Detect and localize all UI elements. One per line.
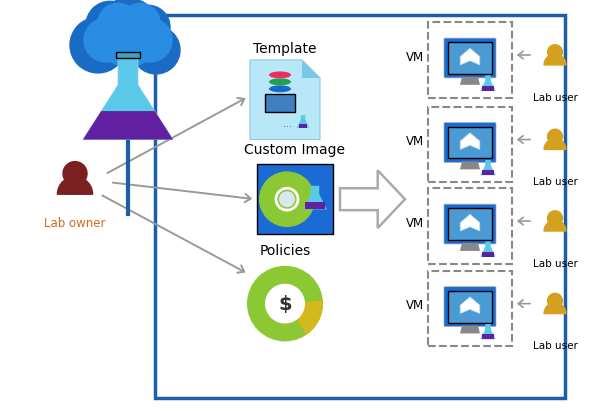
Polygon shape xyxy=(302,61,320,79)
Text: VM: VM xyxy=(406,216,424,229)
Circle shape xyxy=(63,162,87,186)
Polygon shape xyxy=(305,202,325,210)
Polygon shape xyxy=(482,171,494,176)
Circle shape xyxy=(84,19,128,63)
Text: VM: VM xyxy=(406,50,424,63)
Text: Lab user: Lab user xyxy=(533,258,577,268)
Circle shape xyxy=(98,4,138,44)
Circle shape xyxy=(548,211,562,226)
Wedge shape xyxy=(544,221,566,231)
Ellipse shape xyxy=(269,86,291,93)
Wedge shape xyxy=(544,139,566,150)
FancyBboxPatch shape xyxy=(444,39,496,79)
Text: $: $ xyxy=(278,294,292,313)
Circle shape xyxy=(70,18,126,74)
Text: Lab owner: Lab owner xyxy=(44,216,106,230)
Text: ···: ··· xyxy=(283,121,292,131)
Circle shape xyxy=(96,0,160,63)
FancyBboxPatch shape xyxy=(444,205,496,244)
Circle shape xyxy=(98,8,158,68)
Polygon shape xyxy=(299,124,307,128)
Polygon shape xyxy=(482,87,494,92)
Circle shape xyxy=(247,266,323,342)
Wedge shape xyxy=(58,177,92,195)
Circle shape xyxy=(132,27,180,75)
Text: Lab user: Lab user xyxy=(533,93,577,102)
Polygon shape xyxy=(340,171,405,228)
FancyBboxPatch shape xyxy=(155,16,565,398)
Circle shape xyxy=(128,19,172,63)
Text: Template: Template xyxy=(253,42,317,56)
FancyBboxPatch shape xyxy=(428,271,512,347)
Text: VM: VM xyxy=(406,135,424,148)
Text: Custom Image: Custom Image xyxy=(245,143,346,157)
FancyBboxPatch shape xyxy=(448,43,492,75)
Polygon shape xyxy=(482,335,494,339)
Polygon shape xyxy=(460,49,480,66)
Polygon shape xyxy=(296,116,310,128)
Polygon shape xyxy=(460,215,480,231)
Polygon shape xyxy=(482,252,494,257)
Polygon shape xyxy=(481,76,496,92)
Polygon shape xyxy=(460,162,480,170)
Circle shape xyxy=(279,192,295,208)
FancyBboxPatch shape xyxy=(116,53,140,59)
FancyBboxPatch shape xyxy=(448,209,492,240)
FancyBboxPatch shape xyxy=(448,291,492,323)
Text: Lab user: Lab user xyxy=(533,341,577,351)
Ellipse shape xyxy=(269,72,291,79)
Polygon shape xyxy=(83,112,173,140)
Polygon shape xyxy=(460,326,480,334)
Circle shape xyxy=(259,172,315,228)
FancyBboxPatch shape xyxy=(428,23,512,99)
Polygon shape xyxy=(481,242,496,257)
FancyBboxPatch shape xyxy=(444,123,496,163)
Text: Lab user: Lab user xyxy=(533,177,577,187)
Polygon shape xyxy=(303,186,327,210)
Polygon shape xyxy=(481,161,496,176)
Wedge shape xyxy=(285,301,323,335)
Polygon shape xyxy=(481,324,496,339)
Polygon shape xyxy=(460,297,480,314)
Polygon shape xyxy=(83,56,173,140)
FancyBboxPatch shape xyxy=(448,127,492,159)
Polygon shape xyxy=(460,243,480,251)
Circle shape xyxy=(548,294,562,309)
Wedge shape xyxy=(544,303,566,314)
Polygon shape xyxy=(460,133,480,150)
FancyBboxPatch shape xyxy=(428,107,512,183)
Polygon shape xyxy=(460,78,480,85)
FancyBboxPatch shape xyxy=(265,95,295,112)
Circle shape xyxy=(86,2,134,50)
Circle shape xyxy=(120,4,160,44)
Ellipse shape xyxy=(269,79,291,86)
Text: Policies: Policies xyxy=(259,243,311,257)
Polygon shape xyxy=(250,61,320,140)
FancyBboxPatch shape xyxy=(428,189,512,264)
Text: VM: VM xyxy=(406,298,424,311)
Circle shape xyxy=(265,284,305,324)
FancyBboxPatch shape xyxy=(444,287,496,327)
Circle shape xyxy=(548,130,562,145)
FancyBboxPatch shape xyxy=(257,165,333,235)
Wedge shape xyxy=(544,55,566,66)
Circle shape xyxy=(126,6,170,50)
Circle shape xyxy=(548,45,562,60)
